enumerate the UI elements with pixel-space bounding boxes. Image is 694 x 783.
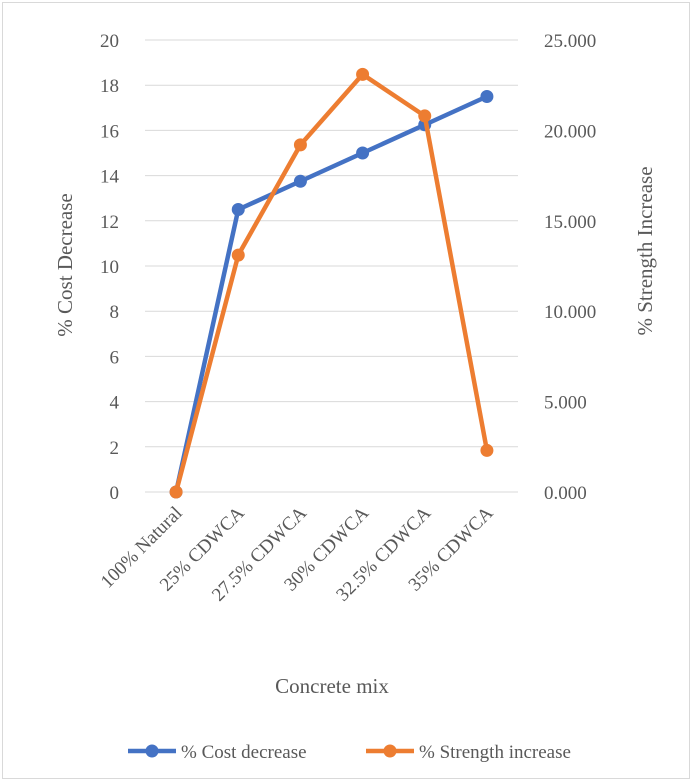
y-axis-right-ticks: 0.000 5.000 10.000 15.000 20.000 25.000: [544, 31, 596, 504]
y-tick-label: 4: [110, 393, 120, 414]
y-tick-label: 2: [110, 438, 120, 459]
y2-tick-label: 15.000: [544, 212, 596, 233]
series-line: [173, 94, 488, 493]
data-point[interactable]: [169, 485, 183, 499]
data-point[interactable]: [293, 174, 307, 188]
legend-item-strength[interactable]: % Strength increase: [366, 742, 571, 763]
y-tick-label: 16: [100, 121, 119, 142]
series-cost-decrease: [169, 90, 494, 499]
data-point[interactable]: [418, 109, 432, 123]
y-tick-label: 6: [110, 347, 120, 368]
legend-marker-cost: [145, 744, 159, 758]
y-tick-label: 20: [100, 31, 119, 52]
series-lines: [169, 67, 494, 499]
data-point[interactable]: [480, 443, 494, 457]
data-point[interactable]: [480, 90, 494, 103]
data-point[interactable]: [231, 203, 245, 216]
y2-tick-label: 20.000: [544, 121, 596, 142]
series-line: [173, 72, 490, 493]
y-tick-label: 0: [110, 483, 120, 504]
legend-label-cost: % Cost decrease: [181, 742, 307, 763]
y2-tick-label: 0.000: [544, 483, 587, 504]
y-tick-label: 10: [100, 257, 119, 278]
data-point[interactable]: [356, 146, 370, 160]
y-axis-right-title: % Strength Increase: [633, 166, 657, 335]
y-axis-left-title: % Cost Decrease: [53, 193, 77, 336]
y2-tick-label: 5.000: [544, 393, 587, 414]
y-tick-label: 14: [100, 167, 120, 188]
legend: % Cost decrease % Strength increase: [128, 742, 571, 763]
data-point[interactable]: [231, 248, 245, 262]
y-tick-label: 12: [100, 212, 119, 233]
y-axis-left-ticks: 0 2 4 6 8 10 12 14 16 18 20: [100, 31, 120, 504]
legend-label-strength: % Strength increase: [419, 742, 571, 763]
data-point[interactable]: [293, 138, 307, 152]
x-axis-title: Concrete mix: [275, 674, 389, 698]
y2-tick-label: 25.000: [544, 31, 596, 52]
gridlines: [145, 39, 518, 493]
data-point[interactable]: [356, 67, 370, 81]
y2-tick-label: 10.000: [544, 302, 596, 323]
legend-marker-strength: [383, 744, 397, 758]
y-tick-label: 18: [100, 76, 119, 97]
legend-item-cost[interactable]: % Cost decrease: [128, 742, 307, 763]
series-strength-increase: [169, 67, 494, 499]
y-tick-label: 8: [110, 302, 120, 323]
